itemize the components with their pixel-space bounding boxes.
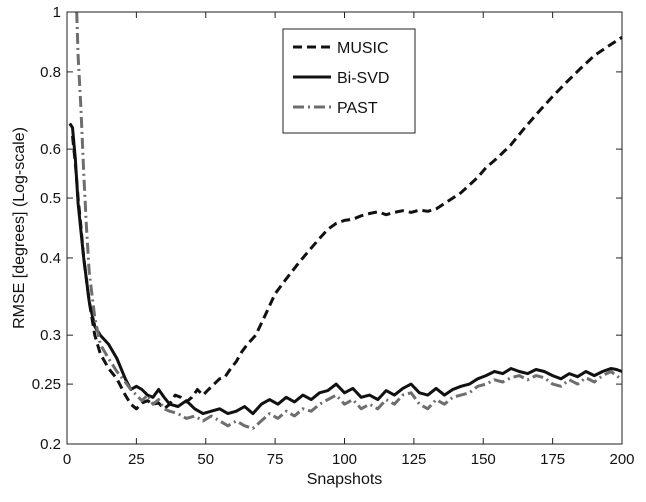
- legend: MUSIC Bi-SVD PAST: [282, 28, 416, 134]
- y-axis-label: RMSE [degrees] (Log-scale): [11, 127, 28, 329]
- x-tick-label: 150: [471, 451, 496, 468]
- x-tick-label: 0: [63, 451, 71, 468]
- legend-label-music: MUSIC: [337, 40, 389, 57]
- y-tick-label: 0.8: [40, 64, 61, 81]
- x-axis-label: Snapshots: [307, 471, 383, 488]
- x-tick-label: 75: [267, 451, 284, 468]
- y-tick-label: 0.2: [40, 436, 61, 453]
- y-tick-label: 0.3: [40, 327, 61, 344]
- y-tick-label: 0.4: [40, 250, 61, 267]
- legend-label-bi-svd: Bi-SVD: [337, 70, 389, 87]
- series-line-bi-svd: [68, 122, 623, 416]
- x-tick-label: 125: [401, 451, 426, 468]
- x-tick-label: 200: [609, 451, 634, 468]
- x-tick-label: 25: [128, 451, 145, 468]
- y-tick-label: 0.25: [32, 376, 61, 393]
- series-layer: [68, 11, 623, 430]
- ticks-layer: 0 25 50 75 100 125 150 175 200 0.2 0.25 0.3 0.4 0.5 0.…: [32, 4, 635, 468]
- x-tick-label: 100: [332, 451, 357, 468]
- y-tick-label: 0.5: [40, 190, 61, 207]
- legend-label-past: PAST: [337, 100, 378, 117]
- y-tick-label: 1: [53, 4, 61, 21]
- x-tick-label: 50: [197, 451, 214, 468]
- x-tick-label: 175: [540, 451, 565, 468]
- legend-box: [282, 28, 416, 134]
- series-line-music: [71, 36, 623, 411]
- y-tick-label: 0.6: [40, 141, 61, 158]
